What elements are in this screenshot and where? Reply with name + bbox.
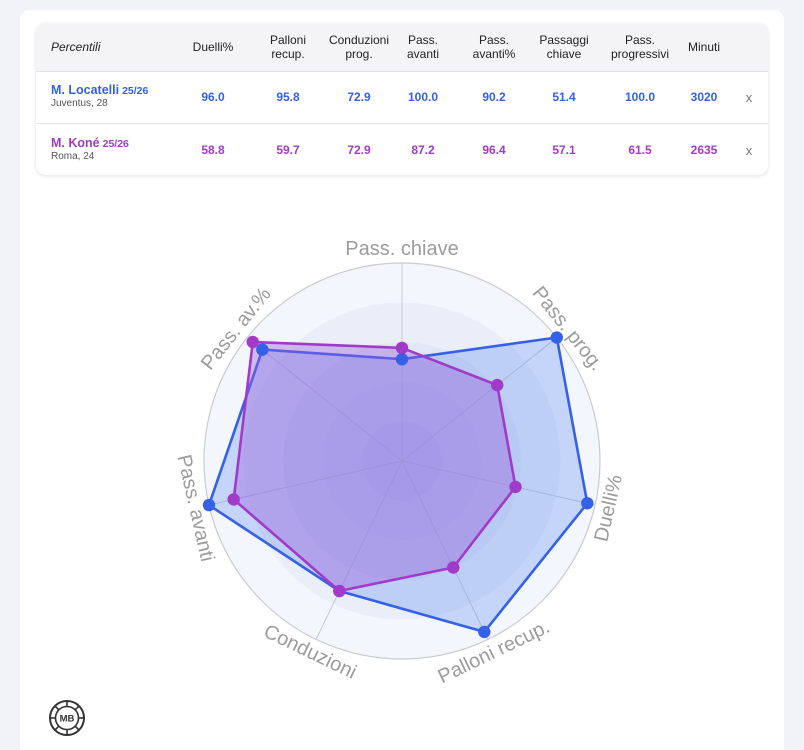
radar-spoke xyxy=(246,337,403,462)
data-point xyxy=(395,341,409,355)
header-duelli: Duelli% xyxy=(192,40,234,54)
axis-label: Pass. chiave xyxy=(345,238,458,260)
value-pass-progressivi: 61.5 xyxy=(628,143,652,157)
data-point xyxy=(478,625,491,639)
season-label: 25/26 xyxy=(122,85,149,97)
header-passaggi-chiave: Passaggi chiave xyxy=(539,33,589,61)
table-row: M. Locatelli 25/26 Juventus, 28 96.0 95.8… xyxy=(36,71,768,124)
data-point xyxy=(550,331,564,344)
data-point xyxy=(202,498,216,512)
value-pass-avanti: 100.0 xyxy=(407,90,439,104)
radar-spoke xyxy=(208,460,403,506)
player-team-age: Juventus, 28 xyxy=(51,98,108,109)
value-duelli: 58.8 xyxy=(201,143,225,157)
radar-grid xyxy=(203,262,601,660)
player-name-text: M. Koné xyxy=(51,136,100,150)
page-card: Percentili Duelli% Palloni recup. Conduz… xyxy=(20,10,784,750)
data-point xyxy=(333,584,346,598)
header-palloni-recup: Palloni recup. xyxy=(269,33,307,61)
data-point xyxy=(227,493,240,506)
player-team-age: Roma, 24 xyxy=(51,151,95,162)
remove-player-button[interactable]: x xyxy=(745,142,753,158)
value-pass-avanti-pct: 96.4 xyxy=(482,143,506,157)
value-conduzioni-prog: 72.9 xyxy=(347,143,371,157)
player-name-text: M. Locatelli xyxy=(51,83,120,97)
header-percentili: Percentili xyxy=(51,40,101,54)
radar-spoke xyxy=(401,460,489,640)
value-pass-progressivi: 100.0 xyxy=(624,90,656,104)
logo-text: MB xyxy=(60,714,75,725)
value-passaggi-chiave: 57.1 xyxy=(552,143,576,157)
header-pass-avanti: Pass. avanti xyxy=(406,33,440,61)
value-pass-avanti-pct: 90.2 xyxy=(482,90,506,104)
data-point xyxy=(491,378,504,392)
remove-player-button[interactable]: x xyxy=(745,89,753,105)
data-point xyxy=(509,480,522,494)
header-pass-avanti-pct: Pass. avanti% xyxy=(472,33,516,61)
value-conduzioni-prog: 72.9 xyxy=(347,90,371,104)
radar-series xyxy=(202,331,594,639)
radar-spoke xyxy=(401,460,596,506)
value-pass-avanti: 87.2 xyxy=(411,143,435,157)
data-point xyxy=(395,353,409,366)
data-point xyxy=(581,497,594,510)
value-palloni-recup: 95.8 xyxy=(276,90,300,104)
value-minuti: 3020 xyxy=(690,90,718,104)
table-row: M. Koné 25/26 Roma, 24 58.8 59.7 72.9 87.… xyxy=(36,124,768,175)
radar-spoke xyxy=(315,460,403,640)
percentiles-table: Percentili Duelli% Palloni recup. Conduz… xyxy=(36,23,768,175)
header-pass-progressivi: Pass. progressivi xyxy=(610,33,670,61)
player-name[interactable]: M. Koné 25/26 xyxy=(51,136,129,150)
table-header: Percentili Duelli% Palloni recup. Conduz… xyxy=(36,23,768,72)
season-label: 25/26 xyxy=(102,138,129,150)
value-minuti: 2635 xyxy=(690,143,718,157)
header-conduzioni-prog: Conduzioni prog. xyxy=(328,33,390,61)
series-area xyxy=(232,340,517,593)
data-point xyxy=(256,343,269,356)
value-palloni-recup: 59.7 xyxy=(276,143,300,157)
player-name[interactable]: M. Locatelli 25/26 xyxy=(51,83,148,97)
mb-logo: MB xyxy=(48,699,86,737)
data-point xyxy=(246,335,259,349)
data-point xyxy=(447,561,460,574)
value-passaggi-chiave: 51.4 xyxy=(552,90,576,104)
value-duelli: 96.0 xyxy=(201,90,225,104)
radar-spoke xyxy=(401,337,558,462)
header-minuti: Minuti xyxy=(687,40,720,54)
